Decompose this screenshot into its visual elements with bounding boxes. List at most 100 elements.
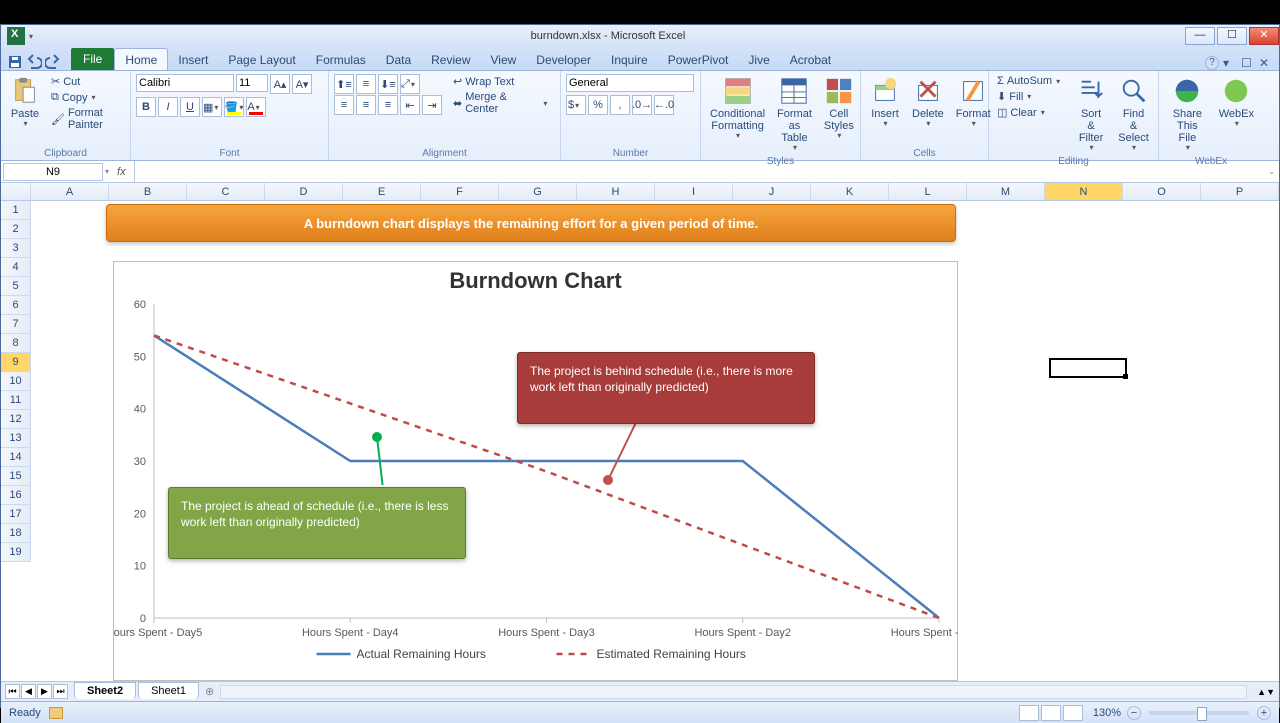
sheet-nav-prev[interactable]: ◀ [21,684,36,699]
insert-cells-button[interactable]: Insert▾ [866,74,904,147]
format-as-table-button[interactable]: Format as Table▾ [773,74,816,155]
align-right-button[interactable]: ≡ [378,95,398,115]
column-header-A[interactable]: A [31,183,109,200]
copy-button[interactable]: ⧉Copy▾ [48,90,125,105]
column-header-H[interactable]: H [577,183,655,200]
wrap-text-button[interactable]: ↩Wrap Text [450,74,555,89]
align-middle-button[interactable]: ≡ [356,74,376,94]
accounting-format-button[interactable]: $▾ [566,95,586,115]
merge-center-button[interactable]: ⬌Merge & Center▾ [450,90,555,116]
close-doc-icon[interactable]: ✕ [1259,56,1273,70]
font-name-select[interactable] [136,74,234,92]
row-header-3[interactable]: 3 [1,239,31,258]
share-file-button[interactable]: Share This File▾ [1164,74,1211,155]
bold-button[interactable]: B [136,97,156,117]
row-header-11[interactable]: 11 [1,391,31,410]
column-header-J[interactable]: J [733,183,811,200]
sheet-tab-sheet2[interactable]: Sheet2 [74,682,136,699]
find-select-button[interactable]: Find & Select▾ [1114,74,1153,155]
ribbon-tab-view[interactable]: View [481,48,527,70]
column-header-F[interactable]: F [421,183,499,200]
conditional-formatting-button[interactable]: Conditional Formatting▾ [706,74,769,155]
italic-button[interactable]: I [158,97,178,117]
row-header-1[interactable]: 1 [1,201,31,220]
zoom-in-button[interactable]: + [1257,706,1271,720]
column-header-G[interactable]: G [499,183,577,200]
restore-window-icon[interactable]: ☐ [1241,56,1255,70]
format-painter-button[interactable]: 🖌Format Painter [48,106,125,132]
undo-icon[interactable] [26,54,42,70]
column-header-K[interactable]: K [811,183,889,200]
row-header-5[interactable]: 5 [1,277,31,296]
zoom-out-button[interactable]: − [1127,706,1141,720]
increase-decimal-button[interactable]: .0→ [632,95,652,115]
help-icon[interactable]: ? [1205,56,1219,70]
align-center-button[interactable]: ≡ [356,95,376,115]
page-break-view-button[interactable] [1063,705,1083,721]
orientation-button[interactable]: ⤢▾ [400,74,420,94]
align-bottom-button[interactable]: ⬇≡ [378,74,398,94]
row-header-6[interactable]: 6 [1,296,31,315]
ribbon-tab-powerpivot[interactable]: PowerPivot [658,48,739,70]
ribbon-tab-inquire[interactable]: Inquire [601,48,658,70]
column-header-C[interactable]: C [187,183,265,200]
file-tab[interactable]: File [71,48,114,70]
ribbon-tab-review[interactable]: Review [421,48,480,70]
vertical-scroll-buttons[interactable]: ▲▼ [1253,687,1279,697]
row-header-18[interactable]: 18 [1,524,31,543]
row-header-19[interactable]: 19 [1,543,31,562]
ribbon-tab-acrobat[interactable]: Acrobat [780,48,841,70]
cut-button[interactable]: ✂Cut [48,74,125,89]
clear-button[interactable]: ◫Clear▾ [994,105,1068,120]
column-header-M[interactable]: M [967,183,1045,200]
ribbon-tab-page-layout[interactable]: Page Layout [218,48,305,70]
sheet-nav-first[interactable]: ⏮ [5,684,20,699]
decrease-decimal-button[interactable]: ←.0 [654,95,674,115]
increase-font-button[interactable]: A▴ [270,74,290,94]
column-header-I[interactable]: I [655,183,733,200]
percent-button[interactable]: % [588,95,608,115]
ribbon-tab-data[interactable]: Data [376,48,421,70]
cell-styles-button[interactable]: Cell Styles▾ [820,74,858,155]
align-top-button[interactable]: ⬆≡ [334,74,354,94]
sheet-tab-sheet1[interactable]: Sheet1 [138,682,199,699]
align-left-button[interactable]: ≡ [334,95,354,115]
ribbon-tab-formulas[interactable]: Formulas [306,48,376,70]
fill-button[interactable]: ⬇Fill▾ [994,89,1068,104]
redo-icon[interactable] [45,54,61,70]
increase-indent-button[interactable]: ⇥ [422,95,442,115]
font-size-select[interactable] [236,74,268,92]
ribbon-tab-insert[interactable]: Insert [168,48,218,70]
active-cell[interactable] [1049,358,1127,378]
horizontal-scrollbar[interactable] [220,685,1247,699]
font-color-button[interactable]: A▾ [246,97,266,117]
select-all-corner[interactable] [1,183,31,200]
minimize-ribbon-icon[interactable]: ▾ [1223,56,1237,70]
column-header-E[interactable]: E [343,183,421,200]
ribbon-tab-home[interactable]: Home [114,48,168,70]
page-layout-view-button[interactable] [1041,705,1061,721]
column-header-B[interactable]: B [109,183,187,200]
number-format-select[interactable] [566,74,694,92]
ribbon-tab-jive[interactable]: Jive [738,48,779,70]
minimize-button[interactable]: — [1185,27,1215,45]
row-header-10[interactable]: 10 [1,372,31,391]
row-header-12[interactable]: 12 [1,410,31,429]
row-header-9[interactable]: 9 [1,353,31,372]
formula-input[interactable] [134,161,1265,182]
row-header-14[interactable]: 14 [1,448,31,467]
sheet-nav-last[interactable]: ⏭ [53,684,68,699]
sheet-nav-next[interactable]: ▶ [37,684,52,699]
ribbon-tab-developer[interactable]: Developer [526,48,601,70]
delete-cells-button[interactable]: Delete▾ [908,74,948,147]
comma-button[interactable]: , [610,95,630,115]
fill-color-button[interactable]: 🪣▾ [224,97,244,117]
row-header-4[interactable]: 4 [1,258,31,277]
decrease-indent-button[interactable]: ⇤ [400,95,420,115]
macro-record-icon[interactable] [49,707,63,719]
sort-filter-button[interactable]: Sort & Filter▾ [1072,74,1110,155]
formula-expand-icon[interactable]: ⌄ [1264,167,1279,176]
underline-button[interactable]: U [180,97,200,117]
column-header-O[interactable]: O [1123,183,1201,200]
row-header-8[interactable]: 8 [1,334,31,353]
